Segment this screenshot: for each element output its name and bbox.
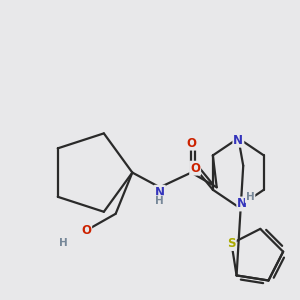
Text: N: N bbox=[237, 197, 247, 211]
Text: O: O bbox=[190, 162, 200, 175]
Text: N: N bbox=[155, 186, 165, 199]
Text: H: H bbox=[59, 238, 68, 248]
Text: S: S bbox=[227, 237, 236, 250]
Text: H: H bbox=[155, 196, 164, 206]
Text: O: O bbox=[81, 224, 91, 237]
Text: O: O bbox=[186, 136, 196, 150]
Text: H: H bbox=[246, 192, 254, 202]
Text: N: N bbox=[233, 134, 243, 147]
